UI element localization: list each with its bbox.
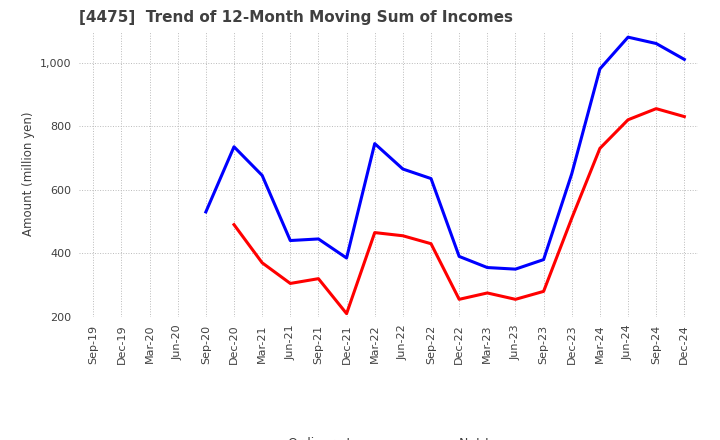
Net Income <box>539 289 548 294</box>
Net Income <box>399 233 408 238</box>
Net Income <box>314 276 323 281</box>
Ordinary Income <box>567 171 576 176</box>
Net Income <box>286 281 294 286</box>
Ordinary Income <box>314 236 323 242</box>
Ordinary Income <box>399 166 408 172</box>
Legend: Ordinary Income, Net Income: Ordinary Income, Net Income <box>242 432 536 440</box>
Net Income <box>427 241 436 246</box>
Ordinary Income <box>680 57 688 62</box>
Ordinary Income <box>342 255 351 260</box>
Ordinary Income <box>202 209 210 215</box>
Ordinary Income <box>427 176 436 181</box>
Net Income <box>455 297 464 302</box>
Ordinary Income <box>370 141 379 146</box>
Ordinary Income <box>539 257 548 262</box>
Net Income <box>624 117 632 122</box>
Net Income <box>483 290 492 296</box>
Ordinary Income <box>652 41 660 46</box>
Net Income <box>652 106 660 111</box>
Net Income <box>511 297 520 302</box>
Ordinary Income <box>595 66 604 72</box>
Ordinary Income <box>483 265 492 270</box>
Net Income <box>230 222 238 227</box>
Line: Net Income: Net Income <box>234 109 684 314</box>
Ordinary Income <box>230 144 238 150</box>
Net Income <box>567 216 576 221</box>
Ordinary Income <box>624 34 632 40</box>
Net Income <box>258 260 266 265</box>
Ordinary Income <box>258 173 266 178</box>
Text: [4475]  Trend of 12-Month Moving Sum of Incomes: [4475] Trend of 12-Month Moving Sum of I… <box>79 11 513 26</box>
Net Income <box>370 230 379 235</box>
Net Income <box>342 311 351 316</box>
Line: Ordinary Income: Ordinary Income <box>206 37 684 269</box>
Net Income <box>680 114 688 119</box>
Ordinary Income <box>286 238 294 243</box>
Net Income <box>595 146 604 151</box>
Y-axis label: Amount (million yen): Amount (million yen) <box>22 112 35 236</box>
Ordinary Income <box>511 267 520 272</box>
Ordinary Income <box>455 254 464 259</box>
